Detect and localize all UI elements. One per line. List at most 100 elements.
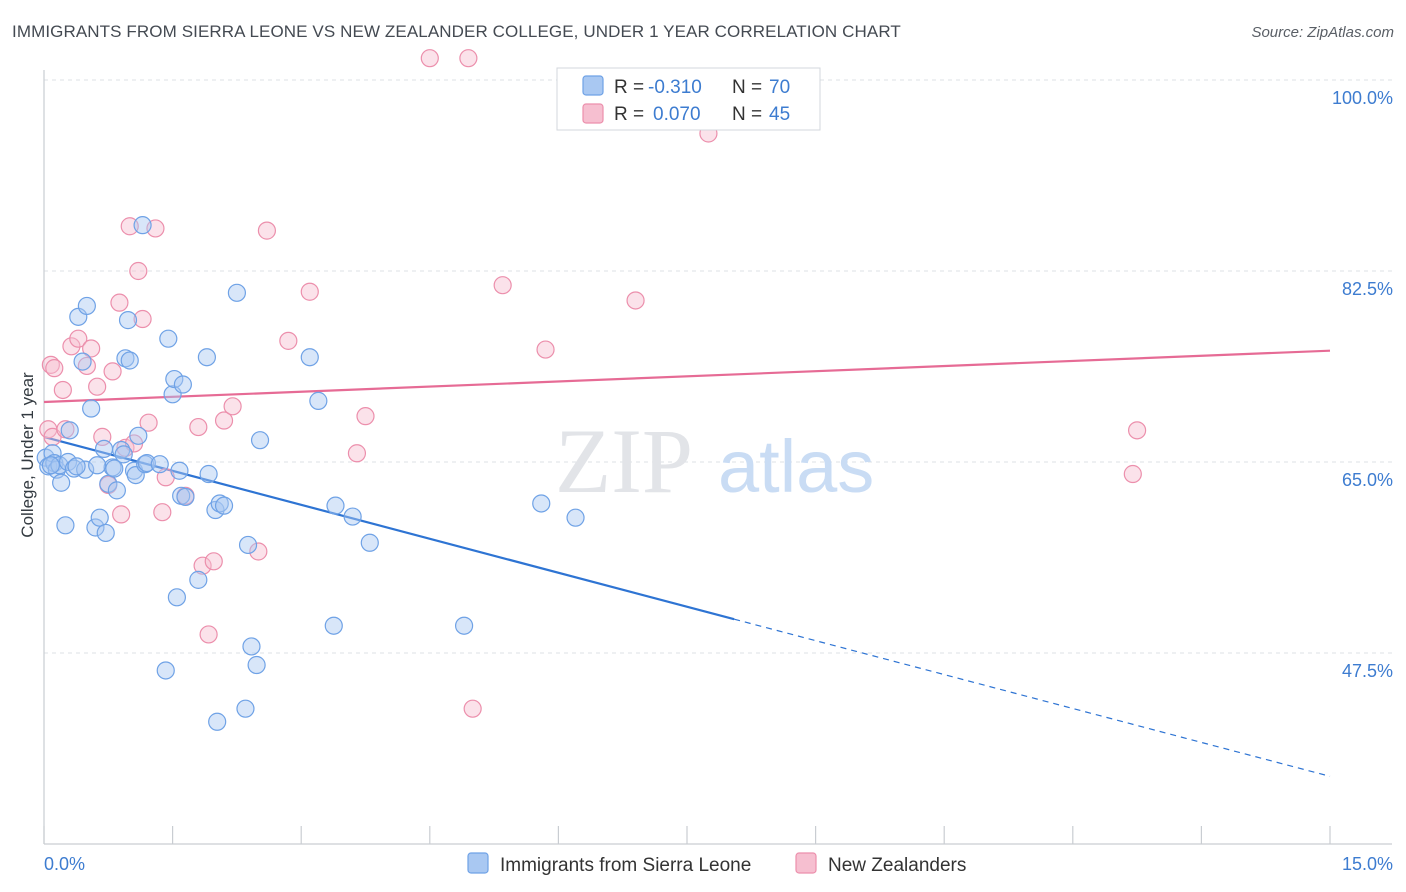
point-sierra-leone	[199, 464, 218, 484]
point-new-zealanders	[139, 413, 158, 432]
point-sierra-leone	[326, 496, 345, 515]
point-sierra-leone	[73, 352, 92, 371]
point-sierra-leone	[159, 329, 178, 348]
point-new-zealanders	[223, 397, 242, 416]
point-sierra-leone	[67, 457, 86, 476]
point-sierra-leone	[82, 399, 101, 418]
legend-n-label-1: N =	[732, 77, 762, 98]
point-sierra-leone	[189, 570, 208, 589]
point-sierra-leone	[214, 496, 234, 515]
point-new-zealanders	[347, 444, 367, 463]
point-new-zealanders	[420, 49, 439, 68]
point-sierra-leone	[56, 516, 75, 535]
watermark-zip: ZIP	[555, 410, 693, 512]
trend-lines	[43, 349, 1331, 777]
watermark-atlas: atlas	[718, 425, 874, 508]
legend-swatch-blue	[582, 75, 604, 96]
point-new-zealanders	[1123, 464, 1142, 484]
point-sierra-leone	[173, 375, 192, 394]
point-sierra-leone	[309, 391, 328, 410]
point-new-zealanders	[279, 331, 298, 350]
legend-r-label-2: R =	[614, 104, 644, 125]
point-new-zealanders	[69, 329, 88, 348]
point-new-zealanders	[249, 542, 268, 561]
point-sierra-leone	[250, 431, 270, 450]
point-new-zealanders	[53, 380, 72, 400]
point-sierra-leone	[150, 455, 169, 474]
point-new-zealanders	[88, 377, 107, 396]
point-new-zealanders	[112, 505, 131, 524]
point-sierra-leone	[242, 637, 261, 656]
point-sierra-leone	[94, 439, 114, 459]
source-credit: Source: ZipAtlas.com	[1251, 24, 1394, 41]
point-new-zealanders	[199, 625, 218, 644]
point-sierra-leone	[107, 481, 126, 500]
point-sierra-leone	[238, 535, 258, 555]
point-sierra-leone	[300, 348, 319, 367]
point-sierra-leone	[236, 699, 255, 718]
point-new-zealanders	[133, 309, 152, 329]
x-tick-label-max: 15.0%	[1342, 854, 1393, 874]
point-sierra-leone	[343, 507, 362, 526]
series-swatch-new-zealanders	[795, 852, 817, 874]
legend-n-value-2: 45	[769, 104, 790, 125]
legend-n-value-1: 70	[769, 77, 790, 98]
legend-r-value-1: -0.310	[648, 77, 702, 98]
point-sierra-leone	[208, 712, 227, 731]
chart-title: IMMIGRANTS FROM SIERRA LEONE VS NEW ZEAL…	[12, 22, 901, 41]
point-sierra-leone	[90, 508, 109, 527]
legend-n-label-2: N =	[732, 104, 762, 125]
point-sierra-leone	[247, 655, 266, 675]
correlation-legend: R = -0.310 N = 70 R = 0.070 N = 45	[556, 67, 821, 131]
y-tick-labels: 47.5% 65.0% 82.5% 100.0%	[1332, 88, 1393, 681]
point-new-zealanders	[463, 699, 482, 718]
legend-r-value-2: 0.070	[653, 104, 701, 125]
point-new-zealanders	[110, 293, 129, 312]
point-sierra-leone	[60, 421, 79, 440]
point-sierra-leone	[41, 456, 60, 475]
point-sierra-leone	[167, 588, 186, 607]
point-new-zealanders	[1127, 421, 1147, 440]
trend-line-sierra-leone	[43, 435, 735, 621]
y-tick-label: 47.5%	[1342, 661, 1393, 681]
point-sierra-leone	[454, 616, 474, 635]
point-sierra-leone	[129, 426, 148, 445]
point-sierra-leone	[324, 616, 343, 635]
series-label-sierra-leone: Immigrants from Sierra Leone	[500, 855, 751, 876]
point-new-zealanders	[626, 291, 645, 310]
x-tick-label-min: 0.0%	[44, 854, 85, 874]
x-axis-ticks	[43, 826, 1331, 844]
trend-line-sierra-leone-extension	[734, 618, 1331, 777]
series-label-new-zealanders: New Zealanders	[828, 855, 966, 876]
point-new-zealanders	[257, 221, 277, 240]
point-sierra-leone	[120, 351, 139, 370]
point-sierra-leone	[156, 661, 175, 680]
point-sierra-leone	[105, 459, 124, 478]
point-new-zealanders	[356, 407, 375, 426]
point-sierra-leone	[360, 533, 379, 552]
point-new-zealanders	[41, 355, 60, 374]
point-new-zealanders	[103, 362, 122, 381]
point-new-zealanders	[129, 261, 148, 281]
point-sierra-leone	[86, 518, 105, 537]
point-new-zealanders	[45, 359, 64, 378]
point-sierra-leone	[133, 216, 152, 235]
point-new-zealanders	[189, 417, 208, 437]
point-new-zealanders	[153, 503, 172, 522]
point-sierra-leone	[88, 456, 107, 475]
point-new-zealanders	[459, 49, 478, 68]
y-tick-label: 65.0%	[1342, 470, 1393, 490]
point-sierra-leone	[227, 283, 246, 302]
point-sierra-leone	[114, 445, 133, 464]
y-axis-title: College, Under 1 year	[18, 372, 37, 538]
point-sierra-leone	[96, 523, 115, 543]
point-sierra-leone	[176, 487, 195, 507]
y-tick-label: 100.0%	[1332, 88, 1393, 108]
point-new-zealanders	[62, 337, 81, 356]
legend-swatch-pink	[582, 103, 604, 124]
point-sierra-leone	[137, 453, 156, 473]
point-new-zealanders	[193, 556, 212, 575]
point-new-zealanders	[536, 340, 555, 359]
series-swatch-sierra-leone	[467, 852, 489, 874]
